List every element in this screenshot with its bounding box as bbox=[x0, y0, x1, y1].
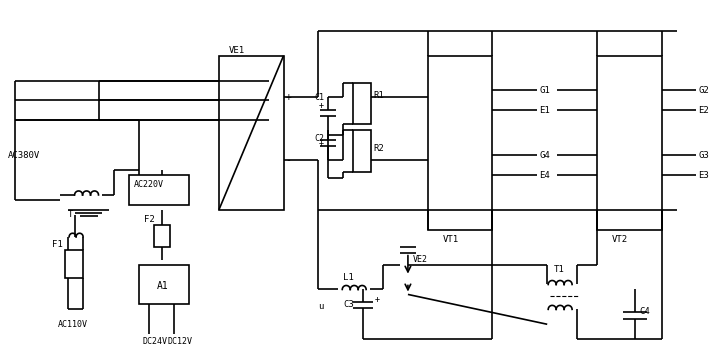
Text: VT1: VT1 bbox=[442, 235, 459, 244]
Text: R2: R2 bbox=[373, 144, 384, 153]
Bar bbox=[139, 265, 189, 304]
Text: T: T bbox=[67, 210, 73, 219]
Text: DC24V: DC24V bbox=[143, 337, 167, 346]
Bar bbox=[353, 130, 371, 172]
Text: AC380V: AC380V bbox=[8, 151, 40, 160]
Text: u: u bbox=[318, 302, 324, 311]
Text: DC12V: DC12V bbox=[167, 337, 192, 346]
Text: C1: C1 bbox=[314, 93, 325, 102]
Text: +: + bbox=[318, 139, 323, 148]
Text: +: + bbox=[318, 101, 323, 110]
Text: VE1: VE1 bbox=[229, 46, 245, 55]
Bar bbox=[129, 175, 189, 205]
Text: E4: E4 bbox=[540, 171, 550, 180]
Text: T1: T1 bbox=[554, 265, 565, 274]
Bar bbox=[428, 56, 493, 230]
Text: AC220V: AC220V bbox=[134, 181, 164, 189]
Text: +: + bbox=[286, 92, 291, 102]
Text: C4: C4 bbox=[640, 307, 650, 316]
Text: R1: R1 bbox=[373, 91, 384, 100]
Text: E1: E1 bbox=[540, 106, 550, 115]
Text: C2: C2 bbox=[314, 134, 325, 143]
Text: VE2: VE2 bbox=[413, 255, 428, 264]
Text: G1: G1 bbox=[540, 86, 550, 95]
Text: G2: G2 bbox=[698, 86, 709, 95]
Bar bbox=[597, 56, 661, 230]
Text: +: + bbox=[375, 295, 380, 304]
Text: -: - bbox=[286, 155, 291, 165]
Bar bbox=[353, 83, 371, 124]
Text: L1: L1 bbox=[343, 273, 354, 282]
Bar bbox=[65, 250, 82, 278]
Text: G3: G3 bbox=[698, 151, 709, 160]
Text: E3: E3 bbox=[698, 171, 709, 180]
Text: AC110V: AC110V bbox=[57, 320, 88, 329]
Text: C3: C3 bbox=[343, 300, 354, 309]
Text: F2: F2 bbox=[144, 215, 155, 224]
Bar bbox=[155, 225, 170, 247]
Text: VT2: VT2 bbox=[612, 235, 628, 244]
Text: A1: A1 bbox=[157, 282, 169, 291]
Text: G4: G4 bbox=[540, 151, 550, 160]
Bar bbox=[219, 56, 284, 210]
Text: E2: E2 bbox=[698, 106, 709, 115]
Text: F1: F1 bbox=[52, 240, 62, 249]
